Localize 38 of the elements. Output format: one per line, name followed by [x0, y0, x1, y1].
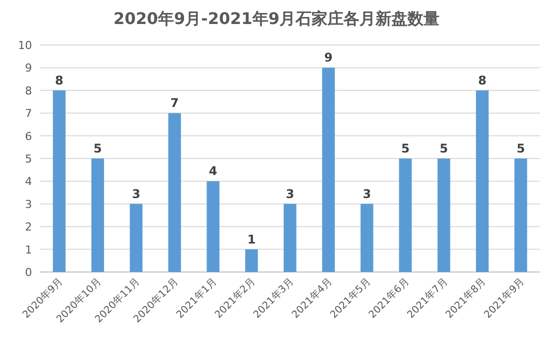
bar [245, 249, 258, 272]
bar [130, 204, 142, 272]
data-label: 8 [478, 73, 486, 88]
bar [91, 158, 104, 272]
data-label: 5 [401, 142, 410, 156]
bar [438, 158, 450, 272]
data-label: 5 [516, 142, 525, 156]
bar [476, 90, 489, 272]
bar [514, 158, 528, 272]
y-tick-label: 7 [25, 107, 32, 120]
y-tick-label: 3 [25, 198, 32, 211]
bar [360, 204, 374, 272]
y-tick-label: 5 [25, 152, 32, 166]
y-tick-label: 2 [25, 220, 32, 234]
bar [284, 204, 296, 272]
y-tick-label: 8 [25, 84, 32, 98]
y-tick-label: 6 [25, 130, 32, 143]
data-label: 5 [440, 142, 448, 156]
chart-title: 2020年9月-2021年9月石家庄各月新盘数量 [114, 9, 440, 28]
bar [399, 158, 412, 272]
y-tick-label: 1 [25, 243, 32, 256]
bar [206, 181, 220, 272]
bar [322, 68, 335, 272]
data-label: 7 [170, 96, 179, 110]
y-tick-label: 0 [25, 266, 32, 279]
bar [52, 90, 66, 272]
data-label: 3 [132, 186, 140, 201]
data-label: 3 [286, 186, 294, 201]
y-tick-label: 9 [25, 62, 32, 75]
data-label: 3 [362, 186, 372, 201]
data-label: 5 [94, 142, 102, 156]
data-label: 4 [208, 164, 218, 178]
y-tick-label: 10 [18, 39, 32, 52]
bar [168, 113, 181, 272]
data-label: 1 [247, 232, 256, 246]
data-label: 9 [324, 50, 333, 65]
y-tick-label: 4 [25, 175, 32, 188]
data-label: 8 [55, 73, 64, 88]
